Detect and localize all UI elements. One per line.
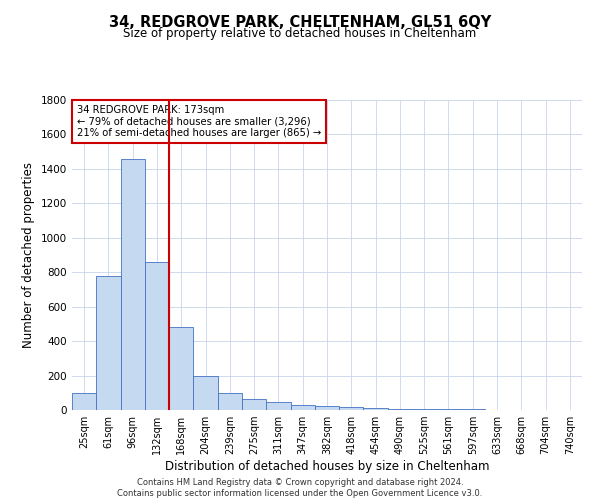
Bar [72, 393, 96, 410]
Bar [242, 399, 266, 410]
Text: 34, REDGROVE PARK, CHELTENHAM, GL51 6QY: 34, REDGROVE PARK, CHELTENHAM, GL51 6QY [109, 15, 491, 30]
Bar [339, 406, 364, 410]
Bar [145, 262, 169, 410]
Y-axis label: Number of detached properties: Number of detached properties [22, 162, 35, 348]
Bar [96, 276, 121, 410]
Text: Contains HM Land Registry data © Crown copyright and database right 2024.
Contai: Contains HM Land Registry data © Crown c… [118, 478, 482, 498]
Bar [364, 408, 388, 410]
Bar [169, 328, 193, 410]
Text: Size of property relative to detached houses in Cheltenham: Size of property relative to detached ho… [124, 28, 476, 40]
Bar [193, 376, 218, 410]
Bar [218, 393, 242, 410]
Bar [388, 409, 412, 410]
Bar [121, 158, 145, 410]
Bar [290, 405, 315, 410]
Bar [412, 409, 436, 410]
Bar [315, 406, 339, 410]
Text: 34 REDGROVE PARK: 173sqm
← 79% of detached houses are smaller (3,296)
21% of sem: 34 REDGROVE PARK: 173sqm ← 79% of detach… [77, 104, 322, 138]
X-axis label: Distribution of detached houses by size in Cheltenham: Distribution of detached houses by size … [165, 460, 489, 473]
Bar [266, 402, 290, 410]
